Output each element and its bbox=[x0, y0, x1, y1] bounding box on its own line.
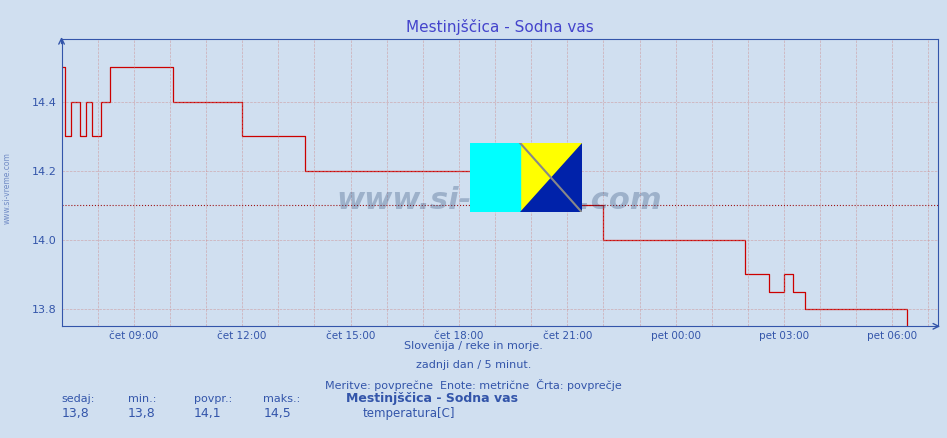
Text: Slovenija / reke in morje.: Slovenija / reke in morje. bbox=[404, 341, 543, 351]
Text: povpr.:: povpr.: bbox=[194, 394, 232, 404]
Title: Mestinjščica - Sodna vas: Mestinjščica - Sodna vas bbox=[405, 19, 594, 35]
Text: www.si-vreme.com: www.si-vreme.com bbox=[3, 152, 12, 224]
Text: temperatura[C]: temperatura[C] bbox=[363, 407, 456, 420]
Text: zadnji dan / 5 minut.: zadnji dan / 5 minut. bbox=[416, 360, 531, 370]
Polygon shape bbox=[520, 143, 581, 212]
Text: 13,8: 13,8 bbox=[128, 407, 155, 420]
Text: www.si-vreme.com: www.si-vreme.com bbox=[337, 186, 662, 215]
Text: maks.:: maks.: bbox=[263, 394, 300, 404]
Polygon shape bbox=[470, 143, 520, 212]
Text: Meritve: povprečne  Enote: metrične  Črta: povprečje: Meritve: povprečne Enote: metrične Črta:… bbox=[325, 379, 622, 391]
Text: 14,5: 14,5 bbox=[263, 407, 291, 420]
Text: Mestinjščica - Sodna vas: Mestinjščica - Sodna vas bbox=[346, 392, 518, 405]
Text: sedaj:: sedaj: bbox=[62, 394, 95, 404]
Text: min.:: min.: bbox=[128, 394, 156, 404]
Text: 14,1: 14,1 bbox=[194, 407, 222, 420]
Text: 13,8: 13,8 bbox=[62, 407, 89, 420]
